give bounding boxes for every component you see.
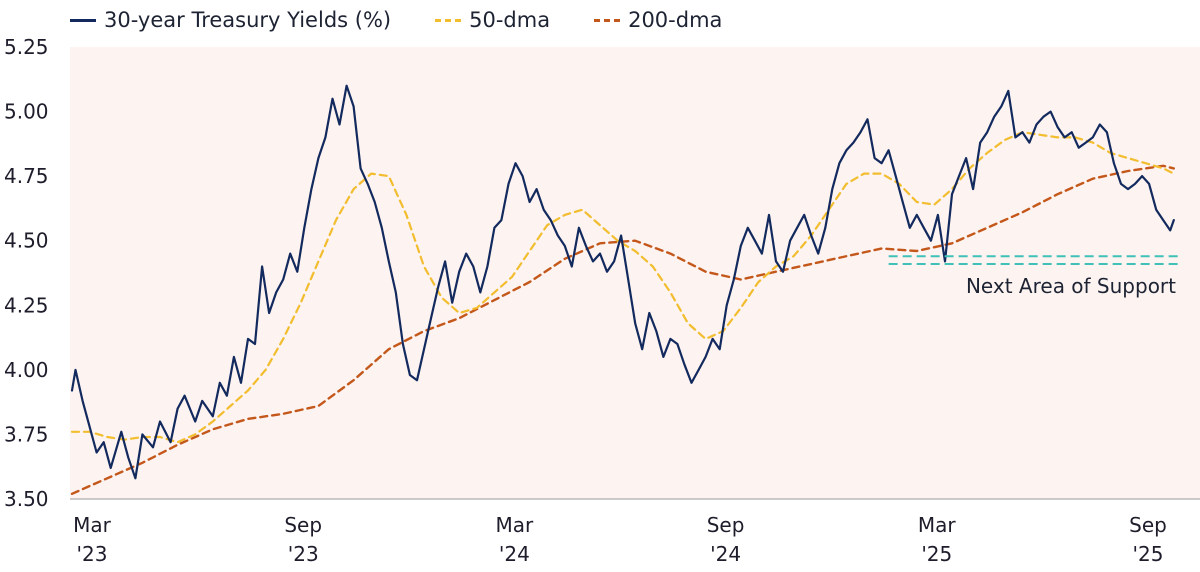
legend-label-yield: 30-year Treasury Yields (%) bbox=[104, 8, 392, 32]
legend-swatch-200dma bbox=[594, 18, 621, 22]
legend-label-200dma: 200-dma bbox=[628, 8, 723, 32]
x-tick-label-year: '24 bbox=[499, 542, 530, 566]
x-tick-label: Sep bbox=[1129, 513, 1167, 537]
legend-item-yield: 30-year Treasury Yields (%) bbox=[70, 8, 391, 32]
legend-swatch-50dma bbox=[435, 18, 462, 22]
x-tick-label: Mar bbox=[918, 513, 957, 537]
legend-swatch-yield bbox=[70, 18, 96, 22]
x-axis: Mar '23 Sep '23 Mar '24 Sep '24 Mar '25 Sep '25 bbox=[73, 513, 1167, 566]
y-tick-label: 3.75 bbox=[4, 422, 49, 446]
legend-item-200dma: 200-dma bbox=[594, 8, 722, 32]
y-tick-label: 5.00 bbox=[4, 100, 49, 124]
x-tick-label-year: '23 bbox=[77, 542, 108, 566]
y-tick-label: 4.75 bbox=[4, 164, 49, 188]
series-line-50dma bbox=[70, 131, 1175, 444]
series-layer bbox=[70, 84, 1176, 495]
x-tick-label-year: '24 bbox=[710, 542, 741, 566]
support-zone bbox=[888, 255, 1181, 265]
x-tick-label: Mar bbox=[73, 513, 112, 537]
x-tick-label-year: '25 bbox=[921, 542, 952, 566]
y-tick-label: 4.25 bbox=[4, 293, 49, 317]
y-tick-label: 4.50 bbox=[4, 229, 49, 253]
y-tick-label: 5.25 bbox=[4, 35, 49, 59]
x-tick-label: Sep bbox=[707, 513, 745, 537]
x-tick-label: Sep bbox=[284, 513, 322, 537]
y-axis: 5.25 5.00 4.75 4.50 4.25 4.00 3.75 3.50 bbox=[4, 35, 1200, 511]
x-tick-label-year: '23 bbox=[288, 542, 319, 566]
series-line-yield bbox=[70, 84, 1175, 480]
support-annotation: Next Area of Support bbox=[966, 274, 1176, 298]
plot-area bbox=[70, 47, 1200, 499]
y-tick-label: 4.00 bbox=[4, 358, 49, 382]
x-tick-label-year: '25 bbox=[1133, 542, 1164, 566]
x-tick-label: Mar bbox=[496, 513, 535, 537]
series-line-200dma bbox=[70, 164, 1176, 495]
legend-item-50dma: 50-dma bbox=[435, 8, 550, 32]
chart-legend: 30-year Treasury Yields (%) 50-dma 200-d… bbox=[70, 6, 766, 34]
legend-label-50dma: 50-dma bbox=[469, 8, 551, 32]
y-tick-label: 3.50 bbox=[4, 487, 49, 511]
